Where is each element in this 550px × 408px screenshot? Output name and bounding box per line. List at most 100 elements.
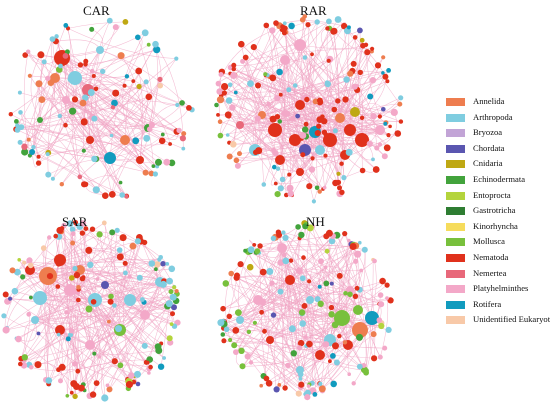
network-node [372, 166, 380, 173]
network-node [175, 102, 180, 108]
network-node [295, 113, 300, 119]
network-node [95, 277, 100, 281]
network-node [17, 258, 22, 262]
network-node [226, 153, 233, 160]
network-node [181, 131, 187, 137]
network-node [274, 95, 281, 102]
network-node [181, 146, 186, 151]
network-node [31, 145, 36, 150]
network-node [308, 166, 316, 173]
network-node [64, 310, 69, 315]
network-node [374, 62, 382, 69]
network-node [286, 184, 294, 192]
network-node [132, 137, 140, 145]
network-node [299, 132, 307, 139]
network-node [277, 119, 282, 124]
network-node [69, 390, 74, 395]
network-node [136, 83, 142, 90]
network-node [364, 49, 371, 56]
network-node [359, 268, 364, 273]
network-node [17, 139, 23, 145]
network-node [247, 246, 255, 254]
network-node [290, 350, 297, 357]
network-node [72, 393, 78, 400]
network-node [85, 305, 93, 313]
network-node [276, 68, 283, 76]
network-node [247, 80, 254, 87]
network-node [72, 265, 78, 272]
network-node [100, 68, 106, 75]
network-node [46, 273, 54, 280]
network-node [168, 265, 176, 273]
network-node [158, 137, 166, 145]
network-node [353, 258, 359, 264]
network-node [330, 380, 338, 388]
network-node [165, 262, 170, 266]
network-node [73, 271, 81, 279]
network-node [58, 63, 63, 69]
legend-label: Kinorhyncha [473, 220, 518, 231]
network-node [83, 226, 89, 232]
network-node [237, 151, 242, 157]
network-node [349, 243, 357, 250]
network-node [381, 153, 388, 160]
network-node [242, 54, 249, 61]
network-node [365, 311, 379, 325]
network-node [41, 59, 47, 65]
network-node [381, 55, 386, 60]
network-node [104, 152, 116, 164]
network-node [66, 220, 74, 228]
network-node [305, 22, 311, 28]
network-node [324, 80, 330, 85]
network-node [262, 328, 267, 334]
network-node [355, 133, 369, 147]
network-node [124, 74, 130, 79]
network-node [268, 123, 282, 137]
network-node [120, 135, 130, 145]
network-node [170, 311, 175, 317]
network-node [266, 268, 274, 275]
network-node [263, 22, 270, 29]
network-node [343, 291, 348, 296]
network-node [124, 294, 136, 306]
network-node [354, 285, 360, 291]
network-node [55, 325, 65, 335]
network-node [356, 333, 363, 341]
network-node [83, 62, 88, 67]
legend-item: Kinorhyncha [446, 221, 550, 237]
network-node [377, 114, 382, 119]
network-node [266, 336, 274, 344]
network-node [152, 40, 159, 48]
network-node [93, 86, 99, 92]
network-node [383, 121, 388, 126]
network-node [171, 304, 177, 311]
network-node [295, 267, 303, 275]
network-node [125, 380, 133, 389]
network-node [63, 23, 69, 28]
panel-title-car: CAR [83, 3, 110, 18]
network-node [270, 235, 277, 241]
network-node [387, 297, 394, 304]
panel-title-rar: RAR [300, 3, 327, 18]
network-node [257, 243, 263, 249]
network-node [18, 361, 23, 367]
network-node [342, 96, 349, 103]
legend-swatch [446, 300, 465, 309]
network-node [179, 100, 185, 106]
network-node [91, 115, 98, 122]
network-node [314, 296, 321, 303]
network-node [287, 190, 294, 197]
network-node [326, 58, 331, 63]
network-node [314, 185, 320, 191]
network-node [328, 237, 336, 245]
network-node [79, 276, 86, 282]
network-node [378, 322, 385, 330]
network-node [357, 27, 363, 34]
network-node [375, 125, 385, 135]
network-node [333, 359, 340, 366]
network-node [277, 288, 284, 295]
network-node [377, 142, 383, 147]
network-node [381, 71, 385, 75]
network-node [317, 284, 322, 289]
network-node [221, 83, 229, 91]
